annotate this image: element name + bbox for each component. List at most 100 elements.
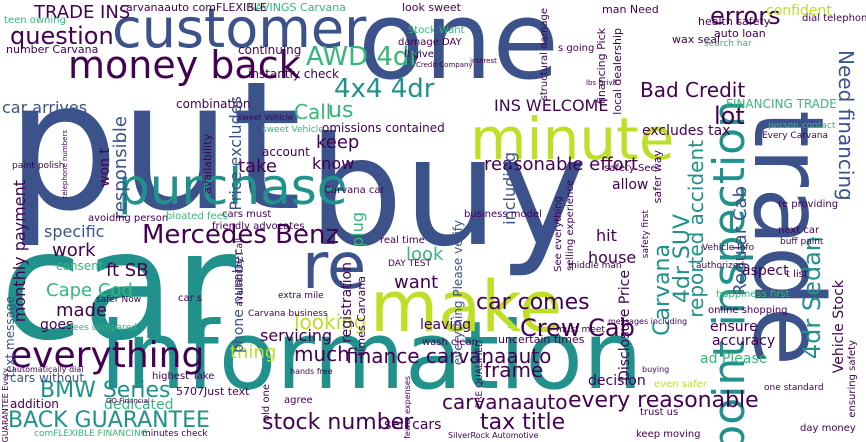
word-thing: thing [230,342,277,363]
word-one: one [358,0,559,104]
word-consent: consent [56,259,104,273]
word-continuing: continuing [238,43,302,57]
word-look: look [406,244,444,265]
word-minute: minute [470,105,675,173]
word-allow: allow [612,177,649,193]
word-made: made [56,300,108,321]
word-messages-including: messages including [608,317,688,326]
word-reasonable-effort: reasonable effort [484,154,639,175]
word-old-one: old one [261,384,272,422]
word-cars-without: cars without [10,371,85,385]
word-next-car: next car [778,225,820,236]
word-reported-accident: reported accident [684,140,708,318]
word-telephone-numbers: telephone numbers [61,130,69,199]
word-work: work [52,240,96,261]
word-vehicle-info: Vehicle Info [702,243,755,253]
word-car: car [0,200,237,374]
word-5707just-text: 5707Just text [176,385,250,398]
word-trust-us: trust us [640,407,679,418]
word-crew-cab: Crew Cab [520,314,635,342]
word-make: make [370,266,563,348]
word-instantly-check: instantly check [248,67,339,81]
word-uncertain-times: uncertain times [498,333,585,346]
word-t-list: t list [786,269,808,280]
word-back-guarantee: BACK GUARANTEE [8,408,210,433]
word-structural-damage: structural damage [539,8,550,101]
word-car-arrives: car arrives [2,98,88,117]
word-lot: lot [714,102,745,130]
word-safer-way: safer way [651,150,664,204]
word-day-money: day money [800,423,856,434]
word-stock-number: stock number [262,410,414,435]
word-mercedes-benz: Mercedes Benz [142,220,340,250]
word-bmw-series: BMW Series [40,378,171,403]
word-house: house [588,248,637,267]
word-highest-take: highest Take [152,371,215,382]
word-ad-please: ad Please [700,351,768,367]
word-leaving: leaving [420,317,472,333]
word-re-providing: re providing [778,199,839,210]
word-take: take [238,156,277,177]
word-go-financial: GO Financial [106,397,150,405]
word-purchase: purchase [118,158,348,216]
word-money-back: money back [68,43,301,87]
word-pre-qualified: PRE QUALIFIED [475,340,485,409]
word-cape-cod: Cape Cod [46,280,133,301]
word-registration: registration [339,262,355,343]
word-even-safer: even safer [654,379,707,390]
word-awd-4dr: AWD 4dr [306,42,421,72]
word-damage-day: damage DAY [398,37,462,48]
word-silverrock-automotive: SilverRock Automotive [448,431,539,440]
word-excludes-tax: excludes tax [642,123,731,139]
word-trade-ins: TRADE INS [34,2,131,23]
word-one-standard: one standard [764,383,824,393]
word-want: want [394,272,439,293]
word-addition: addition [10,397,59,411]
word-comflexible-financing: comFLEXIBLE FINANCING [34,429,148,439]
word-put: put [6,43,302,250]
word-goes: goes [40,317,74,333]
word-availability-call: availability Call [235,238,245,307]
word-agree: agree [284,395,313,406]
word-every-reasonable: every reasonable [568,388,759,413]
word-responsible: responsible [110,116,131,220]
word-us: us [328,98,354,123]
word-keep: keep [316,132,360,153]
word-look-sweet: look sweet [402,1,461,14]
word-minutes-check: minutes check [142,429,208,439]
word-vehicle-stock: Vehicle Stock [831,280,847,374]
word-carvana-car: Carvana car [324,185,385,196]
word-hands-free: hands free [290,367,333,376]
word-accuracy: accuracy [712,333,776,349]
word-man-need: man Need [602,3,659,16]
word-cars-must: cars must [222,209,272,220]
word-aspect: aspect [742,263,789,279]
word-financing-trade: FINANCING TRADE [726,97,837,111]
word-auto-loan: auto loan [714,27,766,40]
word-middle-man: middle man [568,261,622,271]
word-ft-sb: ft SB [106,260,149,281]
word-omissions-contained: omissions contained [322,121,445,135]
word-buff-paint: buff paint [780,237,824,247]
word-know: know [312,154,355,173]
word-carvanaauto: carvanaauto [442,390,568,414]
word-plug: plug [348,212,367,247]
word-teen-owning: teen owning [4,15,66,26]
word-decision: decision [588,373,646,389]
word-bad-credit: Bad Credit [640,78,746,102]
word-much: much [294,342,350,366]
word-re: re [302,230,367,304]
word-need-financing: Need financing [834,50,858,201]
word-trade: trade [732,110,844,366]
word-frame: frame [484,358,544,382]
word-carvana-business: Carvana business [248,309,328,319]
word-buying: buying [642,365,670,374]
word-buy: buy [308,106,588,280]
word-regular-cab: Regular Cab [730,186,751,296]
word-errors: errors [710,2,781,30]
word-health-safety: health safety [698,15,771,28]
word-paint-polish: paint polish [12,161,65,171]
word-fees-compared: fees compared [70,323,137,333]
word-authorized: authorized [696,261,745,271]
word-savings-carvana: SAVINGS Carvana [248,1,346,14]
